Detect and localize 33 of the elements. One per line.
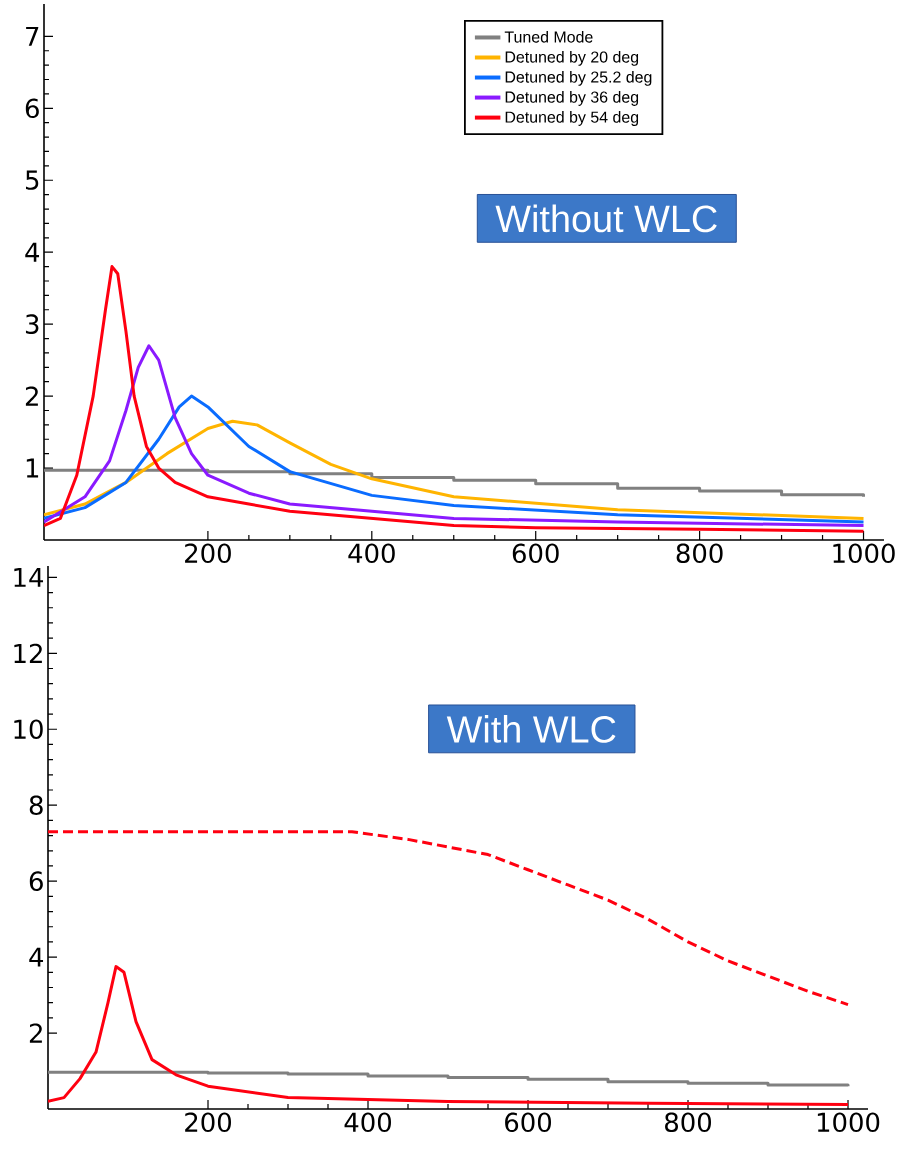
x-tick-label: 200 [185, 543, 231, 564]
legend-label: Tuned Mode [504, 30, 593, 43]
x-tick-label: 800 [676, 543, 723, 564]
y-tick-label: 6 [29, 871, 43, 891]
x-tick-label: 400 [344, 1112, 391, 1133]
x-tick-label: 200 [185, 1112, 231, 1133]
legend-label: Detuned by 25.2 deg [505, 71, 652, 86]
line-series [44, 419, 866, 520]
x-tick-label: 400 [348, 543, 395, 564]
line-series [44, 394, 866, 524]
y-tick-label: 3 [25, 314, 39, 334]
y-tick-label: 2 [25, 386, 38, 406]
x-tick-label: 600 [505, 1112, 551, 1133]
annotation: Without WLC [495, 204, 717, 233]
y-tick-label: 2 [29, 1023, 42, 1043]
annotation: With WLC [446, 714, 616, 743]
y-tick-label: 7 [26, 26, 39, 46]
y-tick-label: 4 [29, 947, 44, 967]
y-tick-label: 10 [14, 719, 43, 740]
x-tick-label: 800 [665, 1112, 711, 1133]
y-tick-label: 1 [26, 458, 39, 478]
legend-label: Detuned by 36 deg [505, 91, 639, 106]
x-tick-label: 600 [512, 543, 559, 564]
y-tick-label: 4 [25, 242, 40, 262]
y-tick-label: 6 [25, 98, 39, 119]
y-tick-label: 14 [14, 567, 44, 587]
y-tick-label: 5 [26, 170, 39, 190]
y-tick-label: 8 [29, 795, 43, 815]
x-tick-label: 1000 [833, 543, 895, 564]
legend-label: Detuned by 20 deg [505, 50, 639, 66]
legend-label: Detuned by 54 deg [505, 111, 639, 126]
x-tick-label: 1000 [817, 1112, 880, 1133]
y-tick-label: 12 [14, 643, 42, 663]
